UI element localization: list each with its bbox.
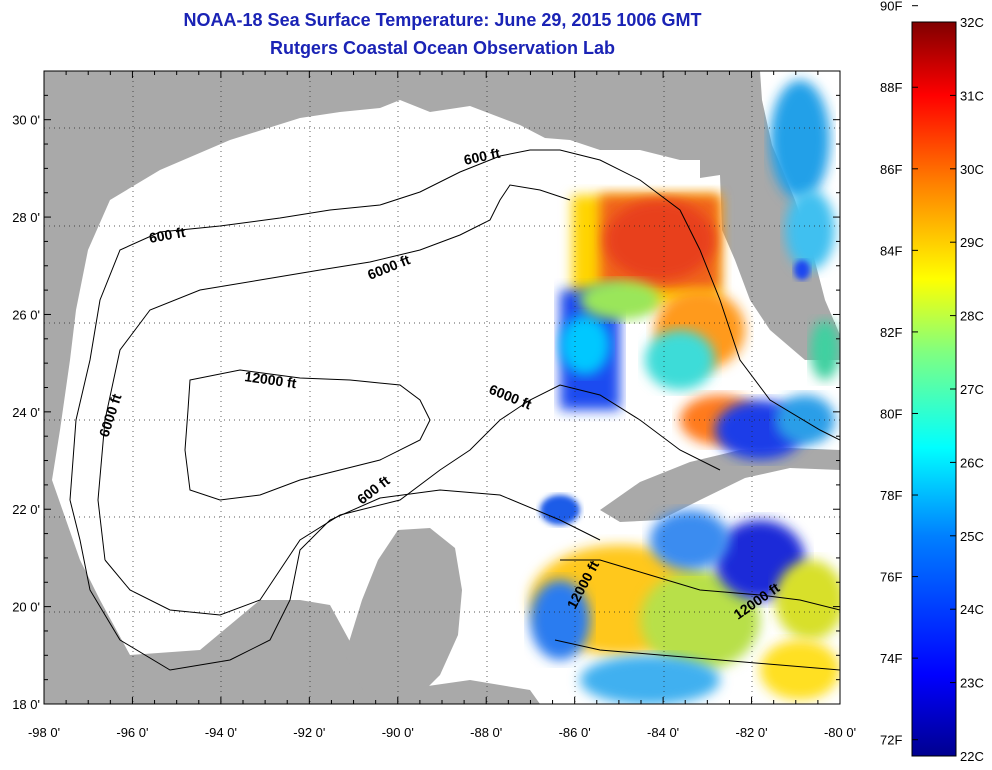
lat-tick-label: 30 0': [12, 113, 40, 128]
colorbar-fahrenheit-label: 82F: [880, 325, 902, 340]
colorbar-fahrenheit-label: 88F: [880, 80, 902, 95]
colorbar-fahrenheit-label: 78F: [880, 488, 902, 503]
colorbar-celsius-label: 22C: [960, 749, 984, 764]
lat-tick-label: 18 0': [12, 697, 40, 712]
colorbar-fahrenheit-label: 72F: [880, 733, 902, 748]
colorbar-celsius-label: 31C: [960, 88, 984, 103]
colorbar-fahrenheit-label: 84F: [880, 243, 902, 258]
map-subtitle: Rutgers Coastal Ocean Observation Lab: [269, 38, 616, 58]
lat-tick-label: 20 0': [12, 600, 40, 615]
graticule: [44, 71, 840, 704]
louisiana-marsh-islands: [363, 123, 438, 153]
lat-tick-label: 22 0': [12, 502, 40, 517]
cuba-island: [600, 448, 840, 522]
colorbar-fahrenheit-label: 80F: [880, 406, 902, 421]
colorbar-celsius-label: 32C: [960, 15, 984, 30]
lat-tick-label: 26 0': [12, 307, 40, 322]
bathymetry-contours: [69, 149, 840, 671]
colorbar-fahrenheit-label: 74F: [880, 651, 902, 666]
colorbar-fahrenheit-label: 76F: [880, 570, 902, 585]
contour-600ft: [69, 149, 840, 671]
lat-tick-label: 28 0': [12, 210, 40, 225]
colorbar-celsius-label: 25C: [960, 529, 984, 544]
lon-tick-label: -90 0': [382, 725, 414, 740]
colorbar-ticks: [912, 5, 956, 757]
colorbar-celsius-label: 27C: [960, 382, 984, 397]
lon-tick-label: -98 0': [28, 725, 60, 740]
lon-tick-label: -82 0': [735, 725, 767, 740]
lon-tick-label: -88 0': [470, 725, 502, 740]
contour-12000ft: [184, 369, 431, 501]
colorbar-fahrenheit-label: 90F: [880, 0, 902, 14]
colorbar-celsius-label: 30C: [960, 162, 984, 177]
lon-tick-label: -92 0': [293, 725, 325, 740]
latitude-labels: 18 0' 20 0' 22 0' 24 0' 26 0' 28 0' 30 0': [12, 113, 40, 712]
yucatan-peninsula: [345, 528, 462, 704]
contour-label: 12000 ft: [244, 368, 298, 391]
map-title: NOAA-18 Sea Surface Temperature: June 29…: [183, 10, 702, 30]
contour-6000ft: [97, 184, 721, 616]
lon-tick-label: -84 0': [647, 725, 679, 740]
lon-tick-label: -96 0': [116, 725, 148, 740]
colorbar-celsius-label: 24C: [960, 602, 984, 617]
colorbar-celsius-label: 26C: [960, 455, 984, 470]
colorbar-fahrenheit-label: 86F: [880, 162, 902, 177]
colorbar-celsius-label: 23C: [960, 676, 984, 691]
axis-ticks: [43, 70, 841, 705]
lat-tick-label: 24 0': [12, 405, 40, 420]
colorbar-fahrenheit-labels: 90F 88F 86F 84F 82F 80F 78F 76F 74F 72F: [880, 0, 902, 748]
sst-swath: [560, 80, 840, 460]
sst-swath-south: [530, 495, 840, 704]
contour-label: 600 ft: [462, 145, 501, 168]
contour-12000ft-south: [554, 559, 840, 671]
longitude-labels: -98 0' -96 0' -94 0' -92 0' -90 0' -88 0' -86 …: [28, 725, 856, 740]
colorbar-celsius-labels: 32C 31C 30C 29C 28C 27C 26C 25C 24C 23C 22C: [960, 15, 984, 764]
lon-tick-label: -86 0': [559, 725, 591, 740]
colorbar-celsius-label: 29C: [960, 235, 984, 250]
colorbar-celsius-label: 28C: [960, 309, 984, 324]
lon-tick-label: -94 0': [205, 725, 237, 740]
contour-label: 600 ft: [148, 224, 187, 246]
lon-tick-label: -80 0': [824, 725, 856, 740]
colorbar: [911, 21, 957, 757]
